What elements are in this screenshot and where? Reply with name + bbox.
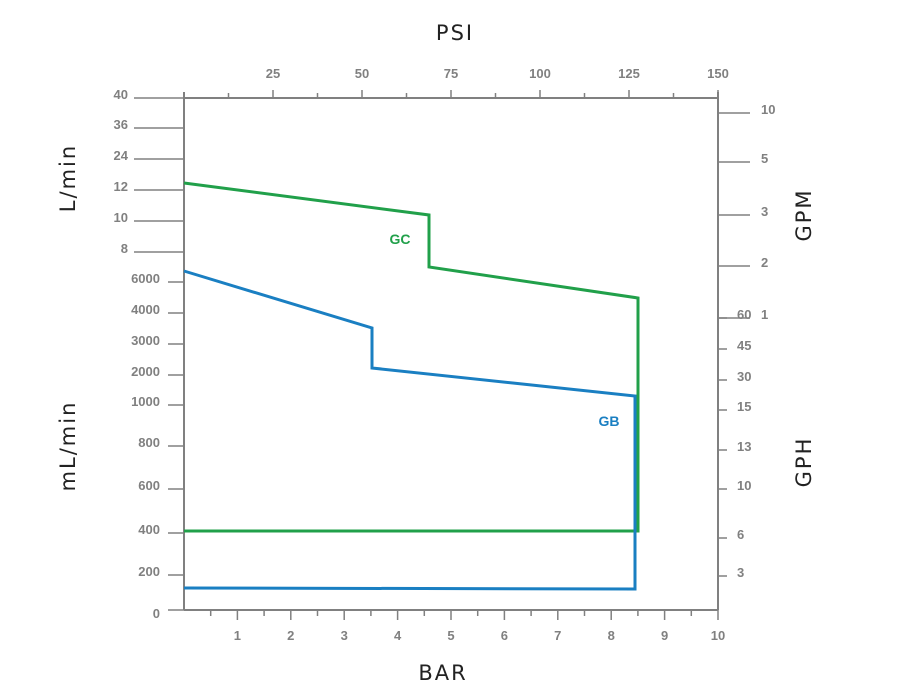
lmin-tick-label: 12 [114,179,128,194]
mlmin-tick-label: 3000 [131,333,160,348]
mlmin-tick-label: 4000 [131,302,160,317]
mlmin-tick-label: 600 [138,478,160,493]
lmin-tick-label: 24 [114,148,129,163]
gph-axis-title: GPH [792,437,816,488]
series-group: GC GB [183,181,640,591]
gph-tick-label: 6 [737,527,744,542]
bar-tick-label: 6 [501,628,508,643]
bar-tick-label: 1 [234,628,241,643]
bar-tick-label: 7 [554,628,561,643]
bar-tick-label: 5 [447,628,454,643]
mlmin-axis-title: mL/min [56,401,80,492]
gpm-axis-title: GPM [792,188,816,241]
mlmin-tick-label: 400 [138,522,160,537]
bar-tick-label: 9 [661,628,668,643]
bar-tick-label: 8 [608,628,615,643]
series-line-gc [183,181,640,533]
psi-tick-label: 50 [355,66,369,81]
mlmin-tick-label: 200 [138,564,160,579]
gpm-tick-label: 3 [761,204,768,219]
gph-tick-label: 15 [737,399,751,414]
psi-tick-label: 125 [618,66,640,81]
gpm-tick-label: 1 [761,307,768,322]
series-line-gb [183,269,637,591]
mlmin-tick-label: 2000 [131,364,160,379]
bar-axis-title: BAR [418,661,467,685]
lmin-tick-label: 10 [114,210,128,225]
series-label-gc: GC [390,231,411,247]
lmin-tick-label: 40 [114,87,128,102]
bar-tick-label: 4 [394,628,402,643]
psi-tick-label: 150 [707,66,729,81]
gph-tick-label: 60 [737,307,751,322]
mlmin-tick-label: 0 [153,606,160,621]
series-label-gb: GB [599,413,620,429]
psi-tick-label: 25 [266,66,280,81]
gpm-tick-label: 2 [761,255,768,270]
gpm-tick-label: 10 [761,102,775,117]
lmin-tick-label: 36 [114,117,128,132]
gph-tick-label: 30 [737,369,751,384]
bar-tick-label: 2 [287,628,294,643]
lmin-tick-label: 8 [121,241,128,256]
psi-axis-title: PSI [436,21,474,45]
bar-tick-label: 3 [341,628,348,643]
gph-tick-label: 10 [737,478,751,493]
psi-tick-label: 75 [444,66,458,81]
lmin-axis-title: L/min [56,144,80,212]
bar-tick-label: 10 [711,628,725,643]
psi-tick-label: 100 [529,66,551,81]
gph-tick-label: 45 [737,338,751,353]
gph-tick-label: 3 [737,565,744,580]
gph-tick-label: 13 [737,439,751,454]
mlmin-tick-label: 1000 [131,394,160,409]
gpm-tick-label: 5 [761,151,768,166]
mlmin-tick-label: 6000 [131,271,160,286]
mlmin-tick-label: 800 [138,435,160,450]
